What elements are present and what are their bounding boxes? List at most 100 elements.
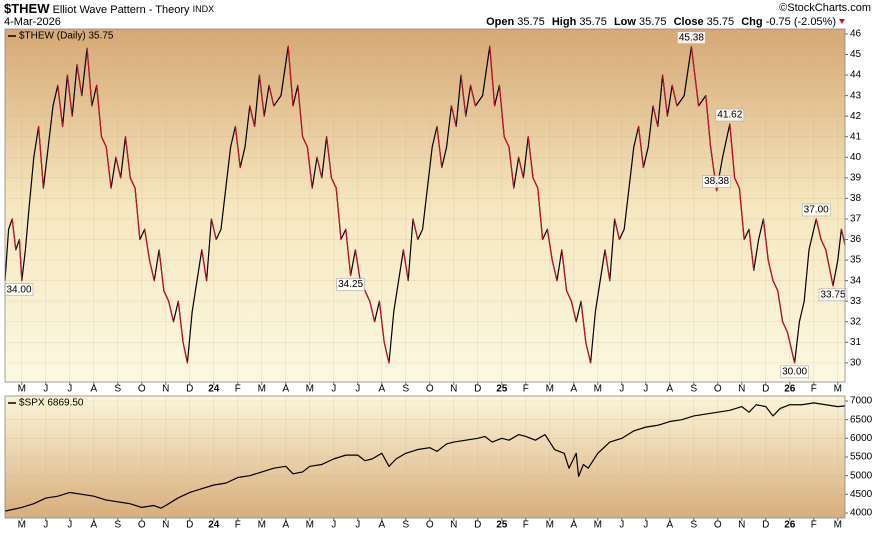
down-arrow xyxy=(839,19,845,24)
down-segment xyxy=(297,84,304,138)
x-tick-label: A xyxy=(666,384,673,395)
x-tick-label: D xyxy=(474,384,481,395)
down-segment xyxy=(177,300,184,343)
x-tick-label: 25 xyxy=(496,384,508,395)
down-segment xyxy=(762,218,769,261)
x-tick-label: M xyxy=(258,384,266,395)
down-segment xyxy=(168,300,175,323)
x-tick-label: J xyxy=(67,520,72,531)
annotation-label: 30.00 xyxy=(782,367,807,378)
y-tick-label: 45 xyxy=(850,49,862,60)
down-segment xyxy=(637,125,645,169)
quote-value: 35.75 xyxy=(579,16,607,28)
down-segment xyxy=(498,84,505,138)
annotation: 34.25 xyxy=(336,278,365,291)
down-segment xyxy=(840,228,846,246)
down-segment xyxy=(258,74,265,117)
down-segment xyxy=(158,249,165,292)
x-tick-label: J xyxy=(355,384,360,395)
annotation-box xyxy=(715,108,745,122)
y-tick-label: 33 xyxy=(850,296,862,307)
down-segment xyxy=(652,105,659,128)
annotation: 34.00 xyxy=(4,283,34,296)
down-segment xyxy=(661,74,669,117)
annotation-box xyxy=(780,365,809,379)
down-segment xyxy=(148,259,155,282)
x-tick-label: O xyxy=(138,384,146,395)
x-tick-label: F xyxy=(235,384,241,395)
down-segment xyxy=(124,136,131,179)
down-segment xyxy=(470,84,476,107)
down-segment xyxy=(565,290,573,302)
down-segment xyxy=(585,341,592,364)
down-segment xyxy=(671,84,678,107)
down-segment xyxy=(182,341,188,364)
y-tick-label: 4000 xyxy=(850,508,873,519)
y-tick-label: 34 xyxy=(850,275,862,286)
down-segment xyxy=(37,125,45,189)
down-segment xyxy=(364,290,371,302)
x-tick-label: N xyxy=(162,520,169,531)
y-tick-label: 32 xyxy=(850,316,862,327)
down-segment xyxy=(18,238,23,282)
down-segment xyxy=(450,105,457,128)
down-segment xyxy=(412,218,419,241)
header: $THEW Elliot Wave Pattern - Theory INDX xyxy=(4,1,214,16)
x-tick-label: O xyxy=(426,384,434,395)
down-segment xyxy=(105,146,112,189)
annotation: 41.62 xyxy=(715,108,745,122)
down-segment xyxy=(729,123,736,179)
x-tick-label: M xyxy=(18,384,26,395)
x-tick-label: S xyxy=(402,384,409,395)
y-tick-label: 40 xyxy=(850,152,862,163)
annotation: 37.00 xyxy=(801,203,831,217)
down-segment xyxy=(604,249,611,282)
x-tick-label: D xyxy=(762,384,769,395)
down-segment xyxy=(268,84,275,107)
down-segment xyxy=(163,290,170,302)
down-segment xyxy=(551,259,558,282)
y-tick-label: 43 xyxy=(850,90,862,101)
down-segment xyxy=(508,146,515,189)
down-segment xyxy=(825,249,834,287)
quote-label: Close xyxy=(674,16,704,28)
down-segment xyxy=(527,136,534,179)
x-tick-label: D xyxy=(186,520,193,531)
y-tick-label: 41 xyxy=(850,131,862,142)
x-tick-label: O xyxy=(714,520,722,531)
down-segment xyxy=(201,249,208,282)
symbol: $THEW xyxy=(4,1,50,16)
down-segment xyxy=(772,280,779,292)
x-tick-label: A xyxy=(570,384,577,395)
down-segment xyxy=(383,341,390,364)
x-tick-label: S xyxy=(402,520,409,531)
down-segment xyxy=(815,218,822,241)
x-tick-label: N xyxy=(450,520,457,531)
down-segment xyxy=(316,156,323,179)
down-segment xyxy=(546,228,553,261)
x-tick-label: 25 xyxy=(496,520,508,531)
down-segment xyxy=(613,218,621,241)
y-tick-label: 35 xyxy=(850,255,862,266)
x-tick-label: S xyxy=(690,384,697,395)
quote-label: Chg xyxy=(741,16,762,28)
down-segment xyxy=(115,156,122,179)
legend-label: $THEW (Daily) 35.75 xyxy=(19,31,114,42)
y-tick-label: 39 xyxy=(850,172,862,183)
annotation-box xyxy=(702,175,731,188)
y-tick-label: 4500 xyxy=(850,489,873,500)
quote-value: 35.75 xyxy=(639,16,667,28)
quote-label: Low xyxy=(614,16,636,28)
annotation: 33.75 xyxy=(818,288,848,302)
y-tick-label: 5000 xyxy=(850,470,873,481)
down-segment xyxy=(335,187,342,241)
down-segment xyxy=(580,300,587,343)
down-segment xyxy=(777,290,784,323)
x-tick-label: J xyxy=(43,384,48,395)
x-tick-label: 24 xyxy=(208,520,220,531)
annotation-label: 45.38 xyxy=(679,32,704,43)
x-tick-label: F xyxy=(235,520,241,531)
down-segment xyxy=(100,136,107,148)
x-tick-label: M xyxy=(594,520,602,531)
